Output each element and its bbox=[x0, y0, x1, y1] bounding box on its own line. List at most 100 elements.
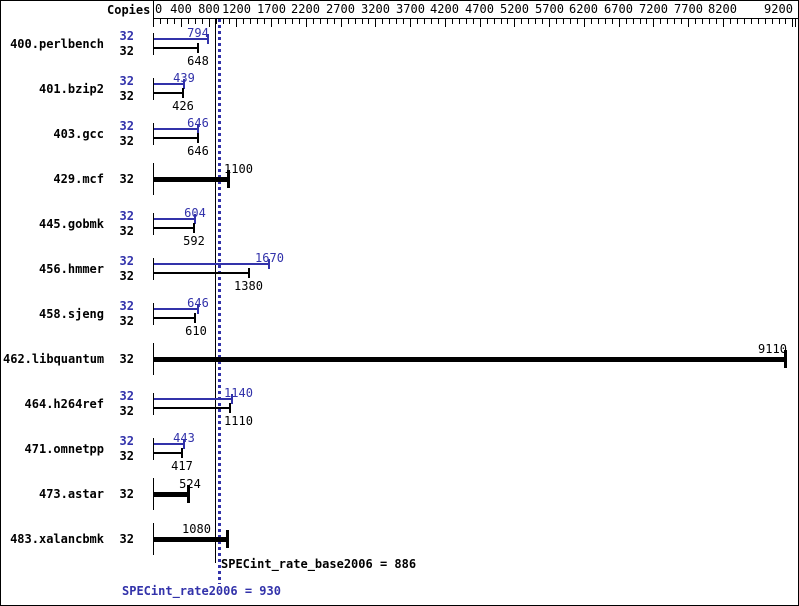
bar-base bbox=[154, 137, 198, 139]
copies-label-base: 32 bbox=[119, 404, 134, 418]
axis-tick-label: 3700 bbox=[396, 2, 425, 16]
bar-single bbox=[154, 537, 228, 542]
axis-tick bbox=[584, 19, 585, 27]
bar-start-serif bbox=[153, 213, 154, 235]
bar-base-end-serif bbox=[182, 88, 184, 98]
bar-base bbox=[154, 92, 183, 94]
bar-base bbox=[154, 317, 195, 319]
axis-tick bbox=[355, 19, 356, 24]
bar-start-serif bbox=[153, 123, 154, 145]
bar-start-serif bbox=[153, 438, 154, 460]
axis-tick bbox=[709, 19, 710, 24]
axis-tick bbox=[521, 19, 522, 24]
axis-tick bbox=[327, 19, 328, 24]
bar-base bbox=[154, 227, 194, 229]
axis-tick bbox=[514, 19, 515, 27]
bar-single-end-serif bbox=[226, 530, 229, 548]
axis-tick bbox=[341, 19, 342, 27]
axis-tick bbox=[528, 19, 529, 24]
bar-single-value: 1080 bbox=[182, 522, 211, 536]
axis-tick bbox=[188, 19, 189, 24]
bar-start-serif bbox=[153, 523, 154, 555]
axis-tick bbox=[646, 19, 647, 24]
benchmark-label: 429.mcf bbox=[53, 172, 104, 186]
axis-header-divider bbox=[153, 1, 154, 19]
axis-tick-label: 800 bbox=[198, 2, 220, 16]
axis-tick bbox=[501, 19, 502, 24]
copies-label-base: 32 bbox=[119, 89, 134, 103]
axis-tick bbox=[772, 19, 773, 24]
bar-peak-end-serif bbox=[207, 34, 209, 44]
axis-tick bbox=[779, 19, 780, 24]
axis-tick bbox=[160, 19, 161, 24]
benchmark-label: 462.libquantum bbox=[3, 352, 105, 366]
axis-tick bbox=[674, 19, 675, 24]
axis-tick bbox=[334, 19, 335, 24]
bar-start-serif bbox=[153, 343, 154, 375]
axis-tick-label: 6200 bbox=[569, 2, 598, 16]
bar-start-serif bbox=[153, 258, 154, 280]
copies-label-base: 32 bbox=[119, 224, 134, 238]
axis-tick bbox=[299, 19, 300, 24]
axis-tick bbox=[264, 19, 265, 24]
axis-tick bbox=[417, 19, 418, 24]
axis-tick bbox=[362, 19, 363, 24]
benchmark-label: 473.astar bbox=[38, 487, 104, 501]
axis-tick bbox=[626, 19, 627, 24]
bar-peak bbox=[154, 83, 184, 85]
bar-base-end-serif bbox=[181, 448, 183, 458]
axis-tick-label: 400 bbox=[170, 2, 192, 16]
bar-peak-value: 443 bbox=[173, 431, 195, 445]
axis-tick bbox=[487, 19, 488, 24]
copies-label: 32 bbox=[119, 487, 134, 501]
axis-tick bbox=[792, 19, 793, 27]
bar-base-end-serif bbox=[248, 268, 250, 278]
axis-tick bbox=[751, 19, 752, 24]
axis-tick bbox=[271, 19, 272, 27]
axis-tick bbox=[535, 19, 536, 24]
axis-tick bbox=[216, 19, 217, 24]
axis-tick bbox=[570, 19, 571, 24]
bar-start-serif bbox=[153, 393, 154, 415]
bar-peak-value: 439 bbox=[173, 71, 195, 85]
bar-base-end-serif bbox=[197, 133, 199, 143]
axis-tick-label: 8200 bbox=[708, 2, 737, 16]
copies-label-base: 32 bbox=[119, 449, 134, 463]
axis-tick bbox=[431, 19, 432, 24]
axis-tick bbox=[320, 19, 321, 24]
bar-single-end-serif bbox=[187, 485, 190, 503]
axis-tick-label: 1700 bbox=[257, 2, 286, 16]
axis-tick bbox=[410, 19, 411, 27]
benchmark-label: 403.gcc bbox=[53, 127, 104, 141]
bar-peak-value: 604 bbox=[184, 206, 206, 220]
axis-tick bbox=[223, 19, 224, 24]
axis-tick bbox=[556, 19, 557, 24]
bar-peak-end-serif bbox=[231, 394, 233, 404]
axis-tick bbox=[765, 19, 766, 24]
bar-base-value: 646 bbox=[187, 144, 209, 158]
axis-tick bbox=[243, 19, 244, 24]
axis-tick bbox=[459, 19, 460, 24]
bar-base-value: 1110 bbox=[224, 414, 253, 428]
axis-tick bbox=[737, 19, 738, 24]
benchmark-label: 445.gobmk bbox=[38, 217, 104, 231]
axis-line bbox=[153, 18, 798, 19]
axis-tick bbox=[716, 19, 717, 24]
bar-peak-value: 646 bbox=[187, 116, 209, 130]
axis-tick bbox=[153, 19, 154, 27]
copies-label-base: 32 bbox=[119, 269, 134, 283]
copies-label-peak: 32 bbox=[119, 254, 134, 268]
axis-tick-label: 4200 bbox=[430, 2, 459, 16]
axis-tick bbox=[591, 19, 592, 24]
bar-base-end-serif bbox=[194, 313, 196, 323]
axis-tick bbox=[605, 19, 606, 24]
axis-tick bbox=[424, 19, 425, 24]
axis-tick-label: 1200 bbox=[222, 2, 251, 16]
axis-tick bbox=[619, 19, 620, 27]
bar-base bbox=[154, 272, 249, 274]
bar-peak-end-serif bbox=[183, 439, 185, 449]
bar-start-serif bbox=[153, 163, 154, 195]
bar-peak-end-serif bbox=[183, 79, 185, 89]
copies-label-base: 32 bbox=[119, 314, 134, 328]
